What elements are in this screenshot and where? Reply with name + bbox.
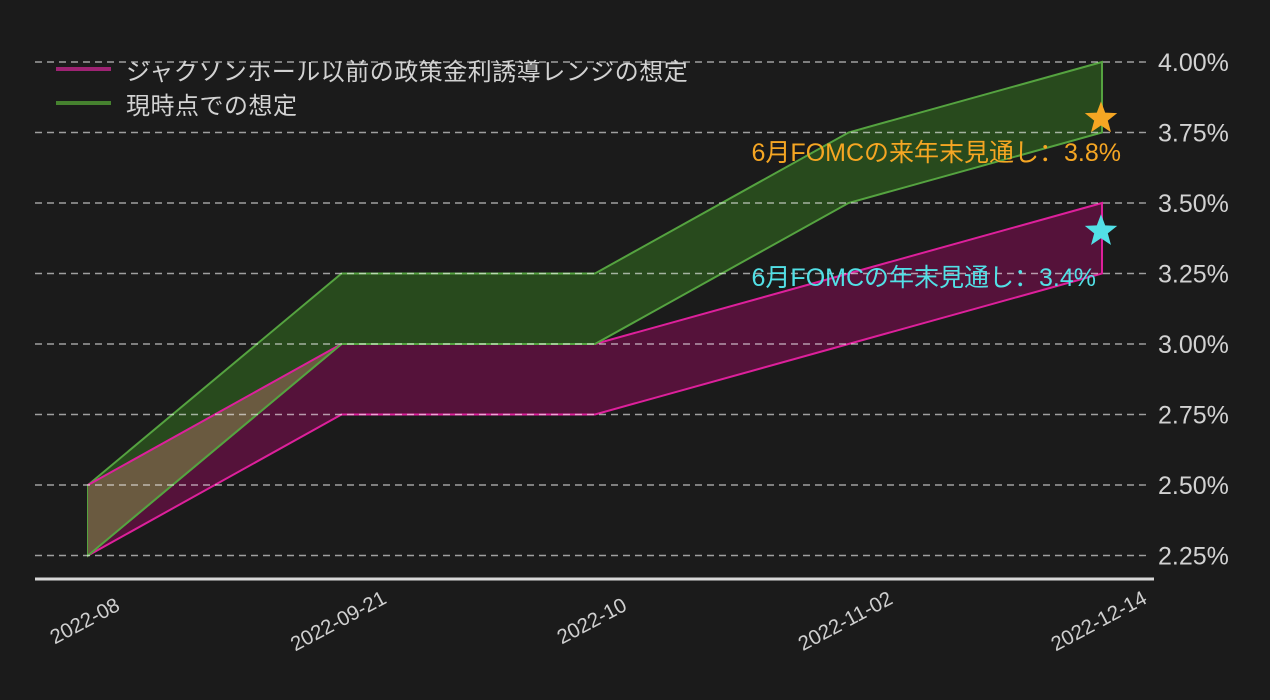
y-axis-label: 2.50% (1158, 472, 1229, 500)
annotation-label: 6月FOMCの年末見通し：3.4% (752, 264, 1096, 292)
star-marker (1084, 214, 1118, 245)
y-axis-label: 4.00% (1158, 49, 1229, 77)
y-axis-label: 3.75% (1158, 120, 1229, 148)
legend-label-current: 現時点での想定 (126, 92, 298, 120)
y-axis-label: 2.25% (1158, 543, 1229, 571)
x-axis-label: 2022-09-21 (287, 586, 390, 656)
current-lower-edge (87, 343, 343, 557)
x-axis-label: 2022-10 (553, 593, 630, 649)
legend-item-prior-range[interactable]: ジャクソンホール以前の政策金利誘導レンジの想定 (56, 52, 688, 86)
x-axis-label: 2022-12-14 (1047, 586, 1150, 656)
legend: ジャクソンホール以前の政策金利誘導レンジの想定 現時点での想定 (56, 52, 688, 120)
y-axis-label: 2.75% (1158, 402, 1229, 430)
legend-swatch-prior-range (56, 67, 111, 71)
legend-swatch-current (56, 101, 111, 105)
x-axis-label: 2022-08 (46, 593, 123, 649)
y-axis-label: 3.00% (1158, 331, 1229, 359)
gridlines (35, 61, 1150, 557)
x-axis-labels: 2022-08 2022-09-21 2022-10 2022-11-02 2022-1… (46, 586, 1150, 656)
legend-label-prior-range: ジャクソンホール以前の政策金利誘導レンジの想定 (126, 58, 689, 86)
annotation-label: 6月FOMCの来年末見通し：3.8% (752, 139, 1121, 167)
y-axis-label: 3.25% (1158, 261, 1229, 289)
prior-range-upper-edge (87, 343, 342, 486)
x-axis-label: 2022-11-02 (794, 587, 896, 656)
y-axis-label: 3.50% (1158, 190, 1229, 218)
star-marker (1084, 101, 1118, 133)
y-axis-labels: 4.00% 3.75% 3.50% 3.25% 3.00% 2.75% 2.50% 2.25% (1158, 49, 1229, 571)
legend-item-current[interactable]: 現時点での想定 (56, 86, 688, 120)
